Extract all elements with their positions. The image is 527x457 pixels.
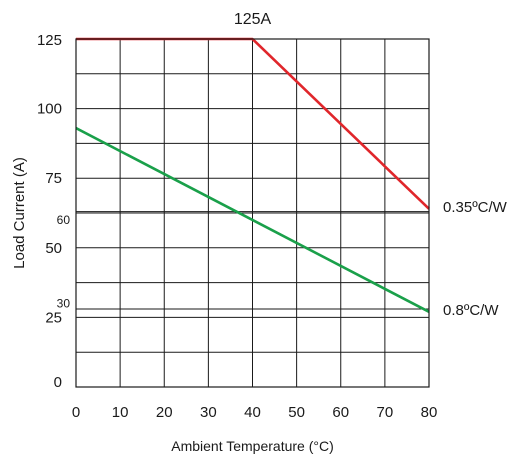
series-label-0: 0.35ºC/W (443, 199, 508, 216)
chart-title: 125A (234, 11, 272, 28)
x-tick-label: 20 (156, 404, 173, 421)
y-tick-label: 75 (45, 170, 62, 187)
y-tick-label: 0 (54, 374, 62, 391)
plot-frame (75, 38, 430, 388)
y-tick-label: 100 (37, 101, 62, 118)
x-tick-label: 10 (112, 404, 129, 421)
series-line-1 (75, 126, 430, 313)
grid (76, 39, 429, 387)
x-axis-label: Ambient Temperature (°C) (171, 438, 334, 454)
y-minor-tick-label: 30 (57, 296, 71, 310)
series-labels: 0.35ºC/W 0.8ºC/W (443, 199, 508, 319)
y-tick-label: 125 (37, 32, 62, 49)
x-tick-label: 70 (377, 404, 394, 421)
series-label-1: 0.8ºC/W (443, 302, 499, 319)
y-axis-label: Load Current (A) (11, 157, 28, 269)
x-tick-label: 80 (421, 404, 438, 421)
y-tick-labels: 0 25 50 75 100 125 30 60 (37, 32, 70, 391)
y-tick-label: 25 (45, 309, 62, 326)
reference-lines (76, 211, 429, 310)
y-tick-label: 50 (45, 240, 62, 257)
x-tick-labels: 0 10 20 30 40 50 60 70 80 (72, 404, 438, 421)
y-minor-tick-label: 60 (57, 213, 71, 227)
x-tick-label: 0 (72, 404, 80, 421)
x-tick-label: 60 (332, 404, 349, 421)
x-tick-label: 30 (200, 404, 217, 421)
x-tick-label: 40 (244, 404, 261, 421)
x-tick-label: 50 (288, 404, 305, 421)
